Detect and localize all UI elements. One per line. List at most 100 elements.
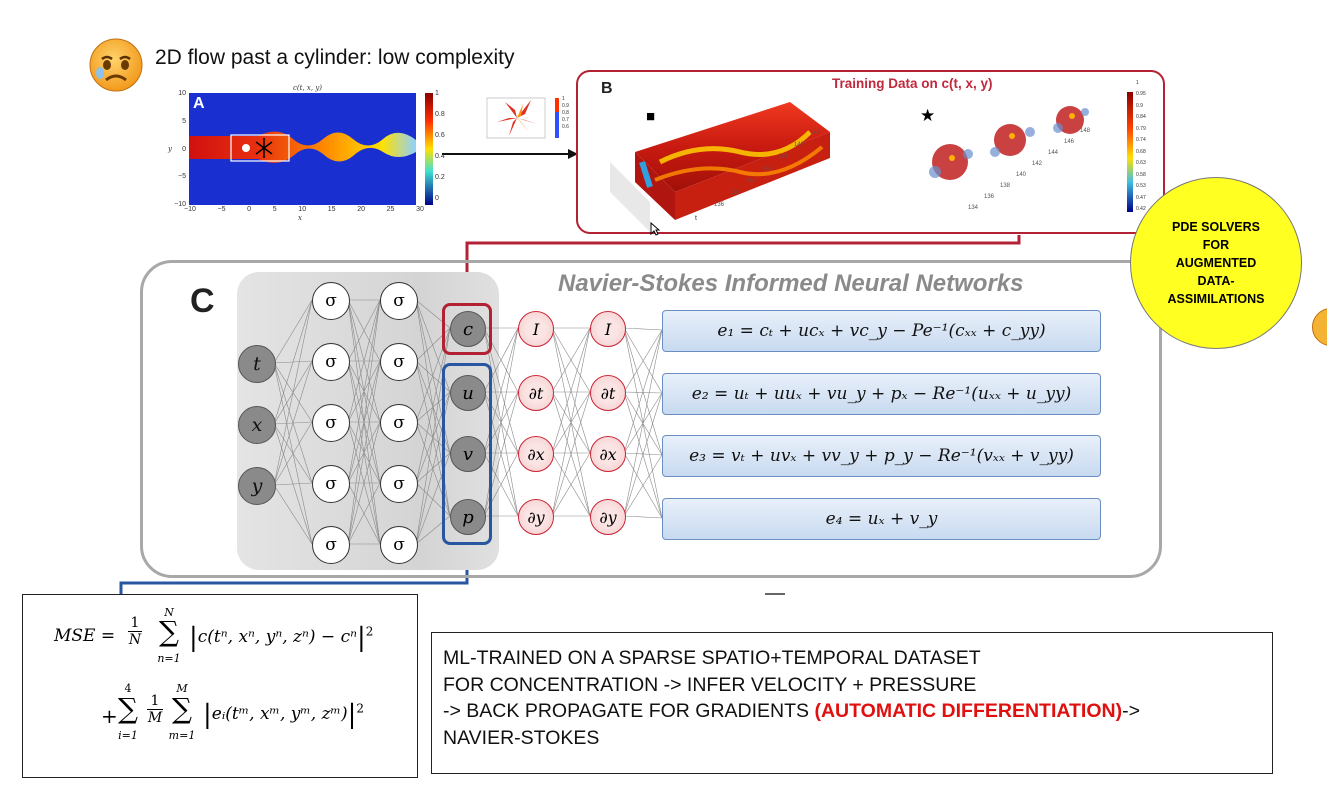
- network-edge: [273, 484, 313, 545]
- panel-b-t-ticks-left: 148 146 144 142 140 138 136: [660, 130, 830, 220]
- t-tick: 138: [1000, 183, 1011, 189]
- operator-node: I: [590, 311, 626, 347]
- input-node-x: x: [238, 406, 276, 444]
- network-edge: [551, 327, 591, 454]
- network-edge: [347, 360, 381, 545]
- network-edge: [273, 482, 313, 486]
- network-edge: [623, 515, 663, 519]
- input-node-t: t: [238, 345, 276, 383]
- network-edge: [347, 421, 381, 545]
- hidden-node: σ: [380, 526, 418, 564]
- x-tick: 30: [416, 206, 424, 213]
- y-tick: 0: [182, 145, 186, 153]
- hidden-node: σ: [380, 343, 418, 381]
- panel-b-title: Training Data on c(t, x, y): [832, 76, 993, 91]
- colorbar-tick: 0.79: [1136, 125, 1146, 132]
- x-tick: −5: [217, 206, 226, 213]
- output-node-u: u: [450, 375, 486, 411]
- exponent: 2: [356, 701, 365, 716]
- inset-colorbar-ticks: 1 0.9 0.8 0.7 0.6: [562, 96, 569, 130]
- sum-1-upper: N: [164, 606, 174, 619]
- colorbar-tick: 0: [435, 195, 439, 202]
- colorbar-tick: 0.4: [435, 153, 445, 160]
- panel-a-label: A: [193, 95, 205, 112]
- panel-c-frame: [140, 260, 1162, 578]
- mse-lhs: MSE =: [54, 626, 116, 646]
- colorbar-tick: 0.6: [435, 132, 445, 139]
- network-edge: [551, 327, 591, 393]
- output-node-v: v: [450, 436, 486, 472]
- panel-c-title: Navier-Stokes Informed Neural Networks: [558, 270, 1024, 297]
- sad-face-icon: [88, 37, 144, 93]
- frac-denominator: M: [147, 710, 163, 726]
- x-tick: 0: [247, 206, 252, 213]
- x-tick: 20: [357, 206, 365, 213]
- panel-b-axis-t: t: [695, 215, 697, 222]
- sum-3-symbol: ∑: [172, 692, 192, 725]
- colorbar-tick: 0.8: [562, 110, 569, 116]
- network-edge: [273, 299, 313, 486]
- mse-term-2-body: eᵢ(tᵐ, xᵐ, yᵐ, zᵐ): [211, 704, 348, 724]
- sum-1-symbol: ∑: [159, 615, 179, 648]
- mse-label: MSE: [54, 626, 96, 646]
- frac-denominator: N: [128, 632, 142, 648]
- t-tick: 144: [1048, 150, 1059, 156]
- square-marker: ■: [646, 108, 656, 125]
- x-tick: 15: [327, 206, 336, 213]
- colorbar-tick: 1: [562, 96, 565, 102]
- x-tick: 25: [386, 206, 395, 213]
- callout-line: ASSIMILATIONS: [1167, 292, 1265, 306]
- mse-formula-box: MSE = 1 N N ∑ n=1 |c(tⁿ, xⁿ, yⁿ, zⁿ) − c…: [22, 594, 418, 778]
- star-marker: ★: [920, 106, 936, 125]
- callout-line: PDE SOLVERS: [1172, 220, 1260, 234]
- network-edge: [623, 329, 663, 517]
- colorbar-tick: 1: [1136, 80, 1139, 86]
- panel-a-plot: [168, 84, 448, 219]
- colorbar-tick: 0.74: [1136, 137, 1146, 144]
- mse-frac-2: 1 M: [147, 693, 163, 726]
- callout-line: FOR: [1202, 238, 1230, 252]
- network-edge: [551, 452, 591, 517]
- colorbar-tick: 0.95: [1136, 91, 1146, 98]
- t-tick: 138: [730, 190, 741, 196]
- colorbar-tick: 0.68: [1136, 148, 1146, 155]
- colorbar-tick: 0.9: [562, 103, 569, 109]
- description-line-3: -> BACK PROPAGATE FOR GRADIENTS (AUTOMAT…: [443, 698, 1272, 725]
- colorbar-tick: 0.47: [1136, 194, 1146, 201]
- colorbar-tick: 0.53: [1136, 183, 1146, 190]
- hidden-node: σ: [380, 404, 418, 442]
- colorbar-tick: 0.84: [1136, 114, 1146, 121]
- description-line-1: ML-TRAINED ON A SPARSE SPATIO+TEMPORAL D…: [443, 647, 981, 669]
- t-tick: 146: [794, 142, 805, 148]
- network-edge: [623, 327, 663, 331]
- callout-line: AUGMENTED: [1175, 256, 1257, 270]
- hidden-node: σ: [312, 465, 350, 503]
- operator-node: ∂x: [518, 436, 554, 472]
- y-tick: 5: [182, 117, 186, 125]
- equation-e4: e₄ = uₓ + v_y: [662, 498, 1101, 540]
- t-tick: 148: [1080, 128, 1091, 134]
- frac-numerator: 1: [128, 615, 142, 632]
- hidden-node: σ: [312, 404, 350, 442]
- colorbar-tick: 0.2: [435, 174, 445, 181]
- y-tick: −5: [178, 173, 186, 181]
- sum-3-upper: M: [176, 682, 188, 695]
- x-tick: 5: [272, 206, 277, 213]
- sum-1-lower: n=1: [157, 652, 181, 665]
- operator-node: I: [518, 311, 554, 347]
- callout-line: DATA-: [1197, 274, 1235, 288]
- hidden-node: σ: [380, 465, 418, 503]
- exponent: 2: [365, 624, 374, 639]
- t-tick: 140: [1016, 172, 1027, 178]
- panel-c-label: C: [190, 282, 215, 320]
- network-edge: [347, 482, 381, 545]
- network-edge: [623, 329, 663, 454]
- network-edge: [273, 299, 313, 425]
- colorbar-tick: 0.58: [1136, 171, 1146, 178]
- panel-a-x-ticks: −10 −5 0 5 10 15 20 25 30: [184, 206, 424, 213]
- network-edge: [623, 329, 663, 393]
- t-tick: 136: [984, 194, 995, 200]
- network-edge: [273, 360, 313, 486]
- partial-emoji-icon: [1312, 308, 1327, 348]
- equation-e1: e₁ = cₜ + ucₓ + vc_y − Pe⁻¹(cₓₓ + c_yy): [662, 310, 1101, 352]
